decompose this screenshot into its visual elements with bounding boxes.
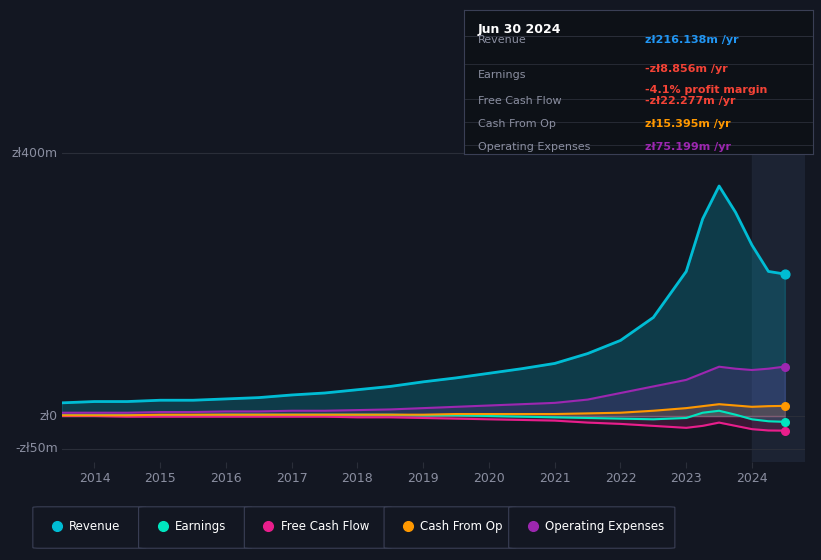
Text: Earnings: Earnings (478, 69, 526, 80)
Text: Revenue: Revenue (478, 35, 526, 45)
Text: -zł50m: -zł50m (15, 442, 57, 455)
FancyBboxPatch shape (509, 507, 675, 548)
Bar (752, 140, 805, 462)
Text: zł216.138m /yr: zł216.138m /yr (645, 35, 739, 45)
Text: zł0: zł0 (39, 409, 57, 422)
Text: Operating Expenses: Operating Expenses (545, 520, 664, 533)
Text: -4.1% profit margin: -4.1% profit margin (645, 86, 768, 95)
Point (778, 362, 791, 371)
Text: Revenue: Revenue (69, 520, 121, 533)
Text: Free Cash Flow: Free Cash Flow (281, 520, 369, 533)
Point (778, 269, 791, 278)
Point (778, 417, 791, 426)
FancyBboxPatch shape (384, 507, 516, 548)
Text: Jun 30 2024: Jun 30 2024 (478, 22, 562, 35)
FancyBboxPatch shape (245, 507, 392, 548)
Text: -zł22.277m /yr: -zł22.277m /yr (645, 96, 736, 105)
Text: Cash From Op: Cash From Op (478, 119, 556, 129)
Text: Earnings: Earnings (175, 520, 227, 533)
Text: Cash From Op: Cash From Op (420, 520, 502, 533)
FancyBboxPatch shape (33, 507, 146, 548)
Text: zł400m: zł400m (11, 147, 57, 160)
Text: Operating Expenses: Operating Expenses (478, 142, 590, 152)
Point (778, 426, 791, 435)
Text: Free Cash Flow: Free Cash Flow (478, 96, 562, 105)
Point (778, 402, 791, 410)
Text: zł75.199m /yr: zł75.199m /yr (645, 142, 732, 152)
Text: zł15.395m /yr: zł15.395m /yr (645, 119, 731, 129)
FancyBboxPatch shape (139, 507, 252, 548)
Text: -zł8.856m /yr: -zł8.856m /yr (645, 64, 728, 74)
